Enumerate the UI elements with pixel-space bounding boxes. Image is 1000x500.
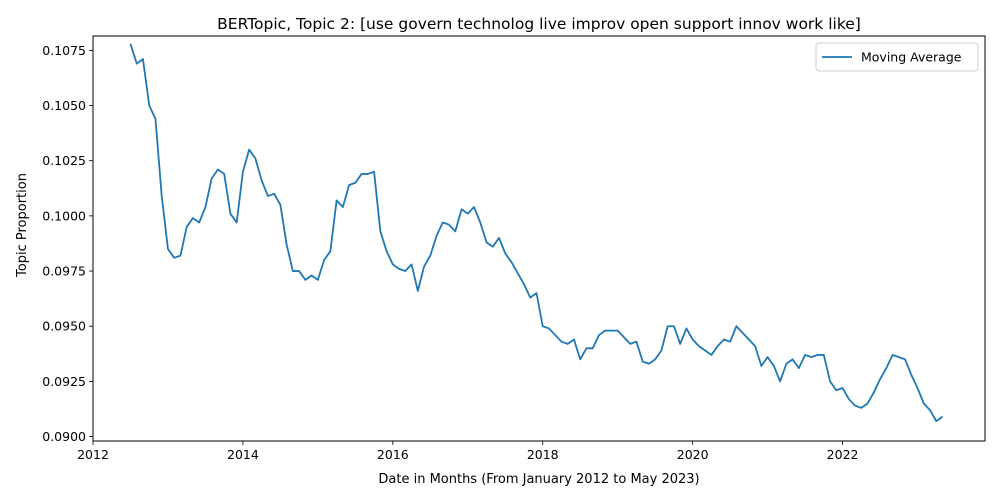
y-tick-label: 0.0950 — [42, 319, 86, 334]
x-tick-label: 2018 — [527, 447, 559, 462]
series-line-moving-average — [129, 43, 944, 423]
legend-label: Moving Average — [861, 50, 962, 65]
chart-title: BERTopic, Topic 2: [use govern technolog… — [217, 15, 861, 33]
y-axis-label: Topic Proportion — [15, 173, 30, 278]
y-tick-label: 0.0925 — [42, 374, 86, 389]
x-axis-label: Date in Months (From January 2012 to May… — [378, 472, 699, 487]
plot-area — [129, 43, 944, 423]
x-tick-label: 2012 — [77, 447, 109, 462]
y-tick-label: 0.1050 — [42, 98, 86, 113]
y-tick-label: 0.1075 — [42, 43, 86, 58]
y-tick-label: 0.1025 — [42, 153, 86, 168]
x-tick-label: 2022 — [827, 447, 859, 462]
x-tick-label: 2016 — [377, 447, 409, 462]
x-tick-label: 2020 — [677, 447, 709, 462]
y-tick-label: 0.1000 — [42, 208, 86, 223]
x-tick-label: 2014 — [227, 447, 259, 462]
plot-frame — [92, 35, 986, 442]
y-axis: 0.0900 0.0925 0.0950 0.0975 0.1000 0.1025 0.10… — [42, 43, 93, 444]
y-tick-label: 0.0975 — [42, 264, 86, 279]
legend: Moving Average — [815, 42, 979, 72]
y-tick-label: 0.0900 — [42, 429, 86, 444]
x-axis: 2012 2014 2016 2018 2020 2022 — [77, 441, 858, 462]
legend-frame — [815, 42, 979, 72]
